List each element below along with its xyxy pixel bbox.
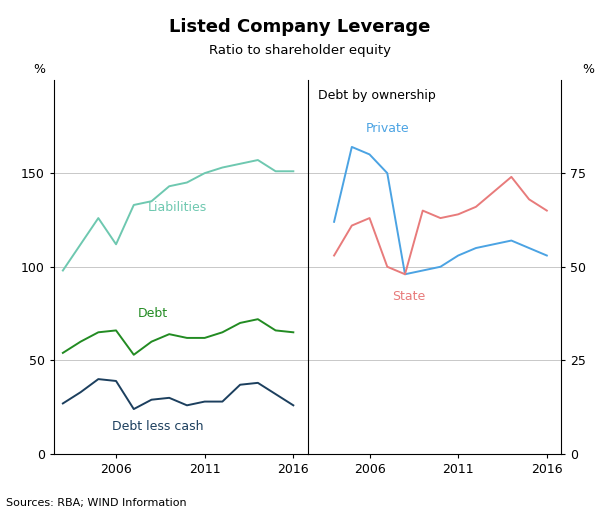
Text: State: State	[392, 290, 426, 304]
Text: Ratio to shareholder equity: Ratio to shareholder equity	[209, 44, 391, 56]
Text: Liabilities: Liabilities	[148, 201, 207, 213]
Text: Debt: Debt	[137, 307, 167, 320]
Text: %: %	[34, 63, 46, 76]
Text: Private: Private	[366, 122, 410, 135]
Text: Debt by ownership: Debt by ownership	[317, 89, 436, 102]
Text: Sources: RBA; WIND Information: Sources: RBA; WIND Information	[6, 498, 187, 508]
Text: %: %	[583, 63, 595, 76]
Text: Debt less cash: Debt less cash	[113, 420, 204, 432]
Text: Listed Company Leverage: Listed Company Leverage	[169, 18, 431, 36]
